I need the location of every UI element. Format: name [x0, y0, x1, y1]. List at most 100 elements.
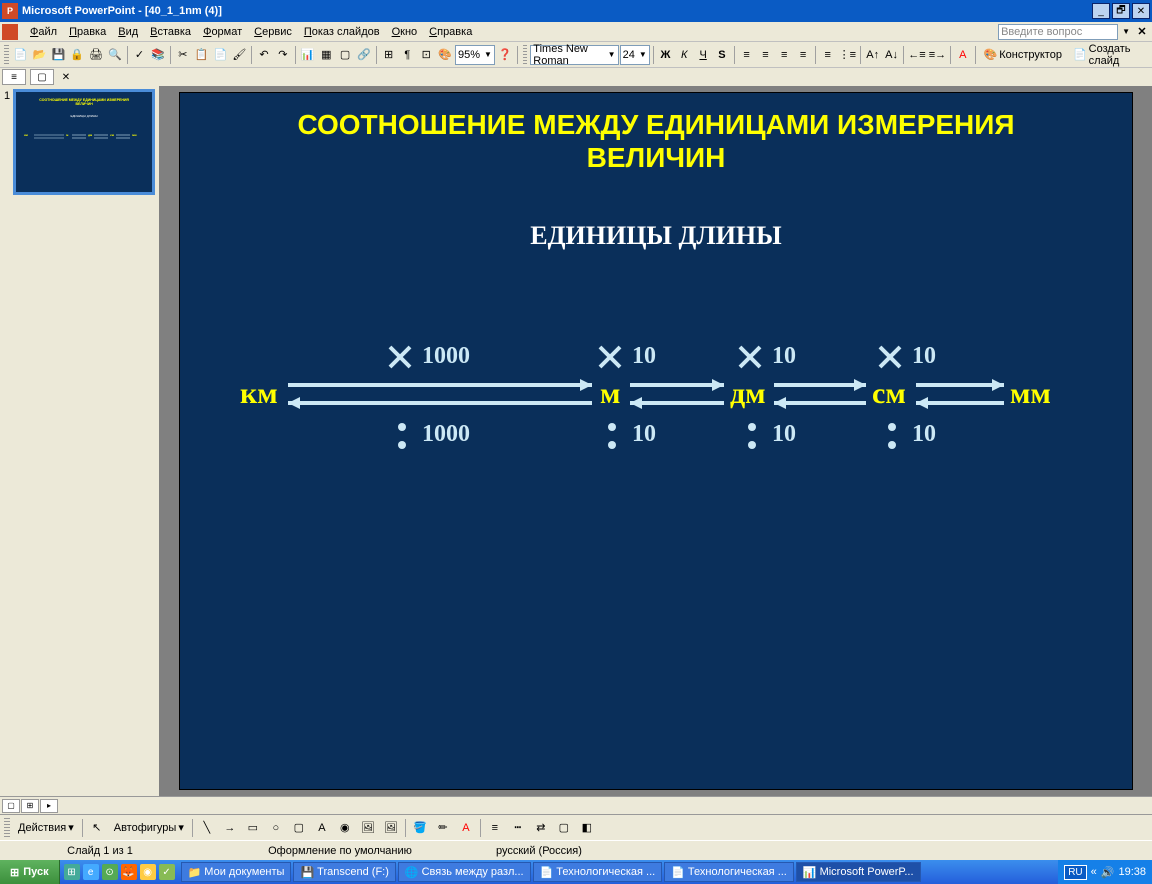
shadow-style-button[interactable]: ▢: [553, 817, 575, 839]
menu-Файл[interactable]: Файл: [24, 24, 63, 40]
autoshapes-menu[interactable]: Автофигуры ▾: [109, 817, 189, 839]
preview-button[interactable]: 🔍: [106, 44, 124, 66]
slide-title[interactable]: СООТНОШЕНИЕ МЕЖДУ ЕДИНИЦАМИ ИЗМЕРЕНИЯВЕЛ…: [180, 109, 1132, 175]
tray-icon[interactable]: «: [1091, 866, 1097, 878]
slides-tab[interactable]: ▢: [30, 69, 54, 85]
task-button[interactable]: 💾Transcend (F:): [293, 862, 395, 882]
line-color-button[interactable]: ✏: [432, 817, 454, 839]
open-button[interactable]: 📂: [31, 44, 49, 66]
slide-subtitle[interactable]: ЕДИНИЦЫ ДЛИНЫ: [180, 221, 1132, 251]
toolbar-grip[interactable]: [523, 45, 528, 65]
cut-button[interactable]: ✂: [174, 44, 192, 66]
save-button[interactable]: 💾: [49, 44, 67, 66]
grid-button[interactable]: ⊡: [417, 44, 435, 66]
zoom-combo[interactable]: 95%▼: [455, 45, 495, 65]
task-button[interactable]: 📊Microsoft PowerP...: [796, 862, 921, 882]
menu-Справка[interactable]: Справка: [423, 24, 478, 40]
ql-icon[interactable]: ⊞: [64, 864, 80, 880]
task-button[interactable]: 📄Технологическая ...: [664, 862, 794, 882]
normal-view-button[interactable]: ▢: [2, 799, 20, 813]
diagram[interactable]: кммдмсммм10001010101000101010: [210, 333, 1102, 493]
toolbar-grip[interactable]: [4, 818, 10, 838]
permission-button[interactable]: 🔒: [68, 44, 86, 66]
diagram-button[interactable]: ◉: [334, 817, 356, 839]
ql-icon[interactable]: ⊙: [102, 864, 118, 880]
redo-button[interactable]: ↷: [274, 44, 292, 66]
undo-button[interactable]: ↶: [255, 44, 273, 66]
language-indicator[interactable]: RU: [1064, 865, 1086, 880]
increase-font-button[interactable]: A↑: [864, 44, 882, 66]
shadow-button[interactable]: S: [713, 44, 731, 66]
hyperlink-button[interactable]: 🔗: [355, 44, 373, 66]
slide-canvas-area[interactable]: СООТНОШЕНИЕ МЕЖДУ ЕДИНИЦАМИ ИЗМЕРЕНИЯВЕЛ…: [160, 86, 1152, 796]
clipart-button[interactable]: 🖼: [357, 817, 379, 839]
picture-button[interactable]: 🖼: [380, 817, 402, 839]
menu-Окно[interactable]: Окно: [386, 24, 424, 40]
slide-canvas[interactable]: СООТНОШЕНИЕ МЕЖДУ ЕДИНИЦАМИ ИЗМЕРЕНИЯВЕЛ…: [179, 92, 1133, 790]
outline-tab[interactable]: ≡: [2, 69, 26, 85]
task-button[interactable]: 📄Технологическая ...: [533, 862, 663, 882]
dash-style-button[interactable]: ┅: [507, 817, 529, 839]
spelling-button[interactable]: ✓: [131, 44, 149, 66]
distributed-button[interactable]: ≡: [794, 44, 812, 66]
slide-thumbnail[interactable]: СООТНОШЕНИЕ МЕЖДУ ЕДИНИЦАМИ ИЗМЕРЕНИЯВЕЛ…: [14, 90, 154, 194]
font-color-button[interactable]: A: [954, 44, 972, 66]
copy-button[interactable]: 📋: [193, 44, 211, 66]
actions-menu[interactable]: Действия ▾: [13, 817, 79, 839]
toolbar-grip[interactable]: [4, 45, 9, 65]
close-pane-button[interactable]: ✕: [58, 69, 74, 85]
doc-icon[interactable]: [2, 24, 18, 40]
font-combo[interactable]: Times New Roman▼: [530, 45, 618, 65]
clock[interactable]: 19:38: [1118, 866, 1146, 878]
line-style-button[interactable]: ≡: [484, 817, 506, 839]
close-doc-button[interactable]: ✕: [1134, 25, 1150, 39]
print-button[interactable]: 🖨: [87, 44, 105, 66]
select-button[interactable]: ↖: [86, 817, 108, 839]
help-button[interactable]: ❓: [496, 44, 514, 66]
ql-chrome-icon[interactable]: ◉: [140, 864, 156, 880]
new-button[interactable]: 📄: [12, 44, 30, 66]
italic-button[interactable]: К: [675, 44, 693, 66]
wordart-button[interactable]: A: [311, 817, 333, 839]
chart-button[interactable]: 📊: [299, 44, 317, 66]
help-dropdown-icon[interactable]: ▼: [1122, 27, 1130, 36]
align-left-button[interactable]: ≡: [738, 44, 756, 66]
fontsize-combo[interactable]: 24▼: [620, 45, 650, 65]
line-button[interactable]: ╲: [196, 817, 218, 839]
minimize-button[interactable]: _: [1092, 3, 1110, 19]
bold-button[interactable]: Ж: [657, 44, 675, 66]
new-slide-button[interactable]: 📄 Создать слайд: [1068, 44, 1150, 66]
menu-Правка[interactable]: Правка: [63, 24, 112, 40]
increase-indent-button[interactable]: ≡→: [928, 44, 947, 66]
rectangle-button[interactable]: ▭: [242, 817, 264, 839]
ql-ie-icon[interactable]: e: [83, 864, 99, 880]
oval-button[interactable]: ○: [265, 817, 287, 839]
paste-button[interactable]: 📄: [212, 44, 230, 66]
textbox-button[interactable]: ▢: [288, 817, 310, 839]
align-center-button[interactable]: ≡: [756, 44, 774, 66]
tray-icon[interactable]: 🔊: [1101, 866, 1115, 879]
format-painter-button[interactable]: 🖌: [230, 44, 248, 66]
restore-button[interactable]: 🗗: [1112, 3, 1130, 19]
menu-Показ слайдов[interactable]: Показ слайдов: [298, 24, 386, 40]
menu-Вид[interactable]: Вид: [112, 24, 144, 40]
ql-firefox-icon[interactable]: 🦊: [121, 864, 137, 880]
font-color-button[interactable]: A: [455, 817, 477, 839]
sorter-view-button[interactable]: ⊞: [21, 799, 39, 813]
show-formatting-button[interactable]: ¶: [398, 44, 416, 66]
close-button[interactable]: ✕: [1132, 3, 1150, 19]
decrease-font-button[interactable]: A↓: [883, 44, 901, 66]
task-button[interactable]: 📁Мои документы: [181, 862, 292, 882]
3d-style-button[interactable]: ◧: [576, 817, 598, 839]
fill-color-button[interactable]: 🪣: [409, 817, 431, 839]
arrow-button[interactable]: →: [219, 817, 241, 839]
ql-icon[interactable]: ✓: [159, 864, 175, 880]
task-button[interactable]: 🌐Связь между разл...: [398, 862, 531, 882]
designer-button[interactable]: 🎨 Конструктор: [979, 44, 1067, 66]
numbering-button[interactable]: ≡: [819, 44, 837, 66]
underline-button[interactable]: Ч: [694, 44, 712, 66]
slideshow-view-button[interactable]: ▸: [40, 799, 58, 813]
color-button[interactable]: 🎨: [436, 44, 454, 66]
tables-borders-button[interactable]: ▢: [336, 44, 354, 66]
menu-Формат[interactable]: Формат: [197, 24, 248, 40]
